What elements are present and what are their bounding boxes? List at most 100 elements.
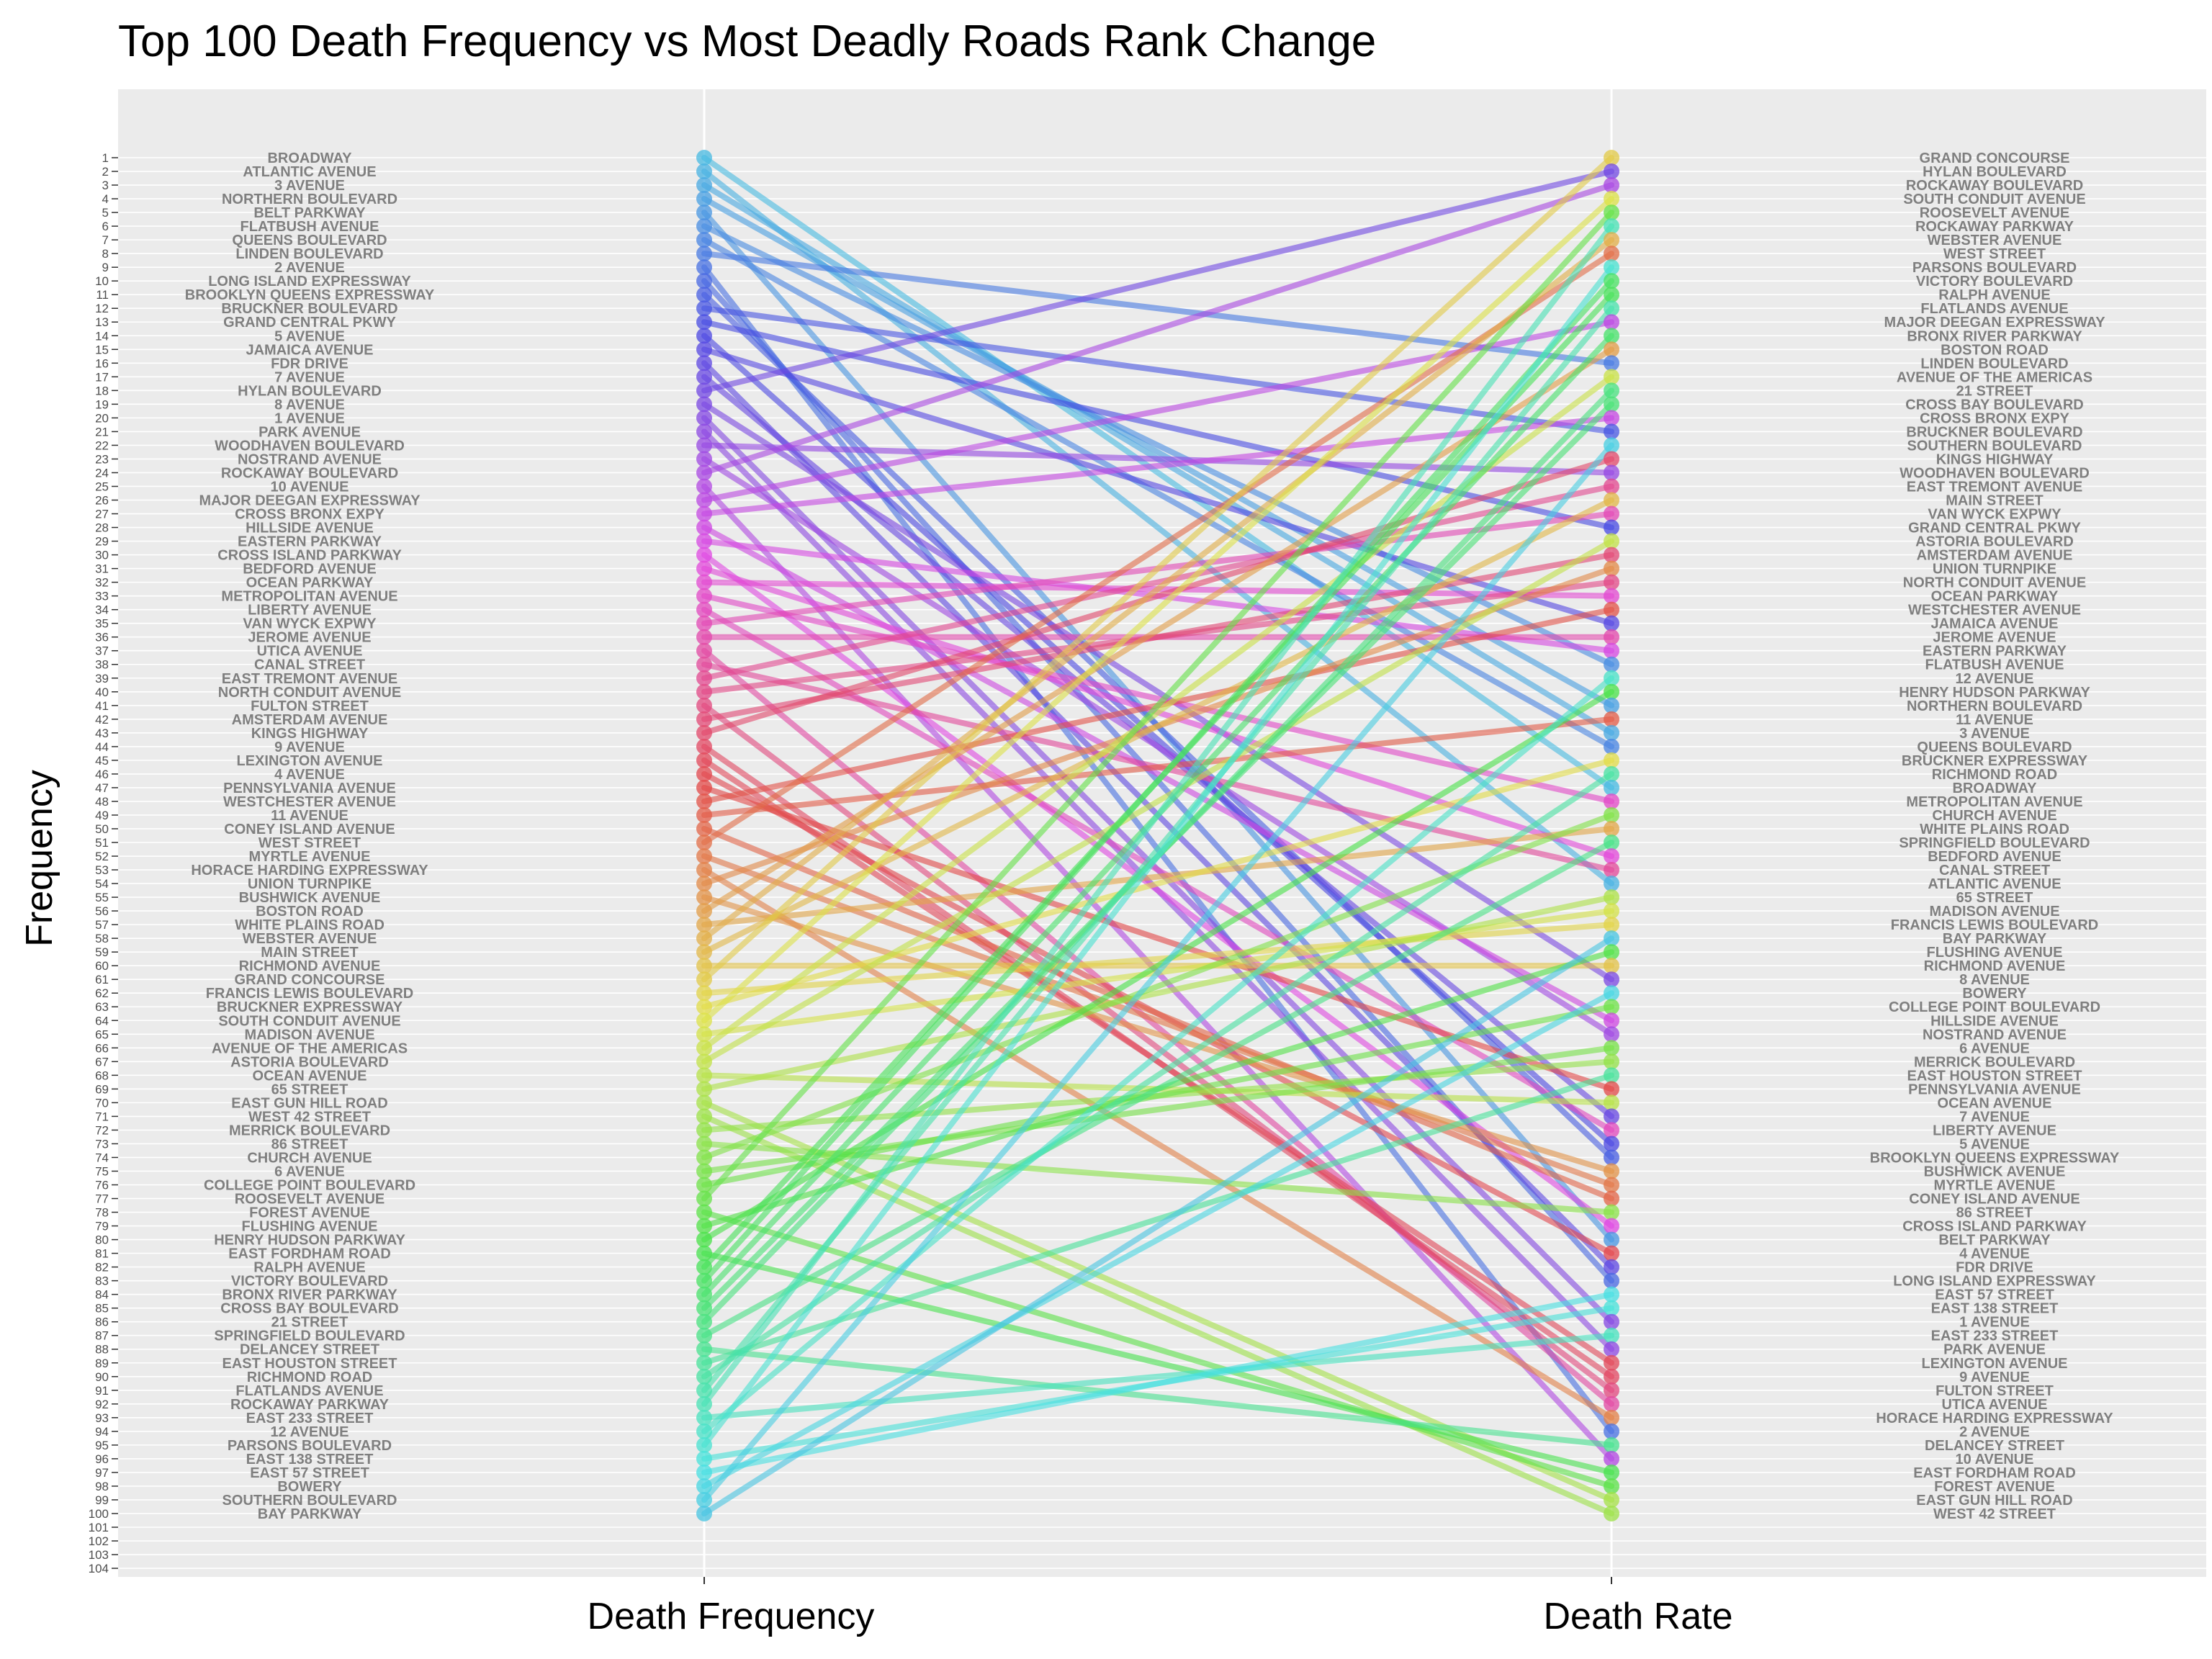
y-tick-label: 65 <box>95 1028 109 1041</box>
y-tick-label: 97 <box>95 1466 109 1480</box>
left-point <box>696 1354 712 1371</box>
y-tick-label: 47 <box>95 781 109 795</box>
right-road-label: FLATBUSH AVENUE <box>1925 657 2064 673</box>
right-point <box>1604 547 1619 563</box>
left-point <box>696 1464 712 1480</box>
left-road-label: MADISON AVENUE <box>244 1027 374 1043</box>
right-road-label: RICHMOND ROAD <box>1932 767 2057 783</box>
right-point <box>1604 1122 1619 1138</box>
right-road-label: ROCKAWAY PARKWAY <box>1915 219 2074 235</box>
right-point <box>1604 1491 1619 1508</box>
y-tick-label: 51 <box>95 836 109 850</box>
rank-line <box>701 552 1614 1229</box>
left-point <box>696 232 712 248</box>
y-tick-label: 30 <box>95 549 109 562</box>
left-point <box>696 1177 712 1193</box>
left-point <box>696 369 712 385</box>
left-point <box>696 1053 712 1070</box>
left-road-label: PARSONS BOULEVARD <box>228 1438 392 1454</box>
right-road-label: RICHMOND AVENUE <box>1924 958 2066 974</box>
left-road-label: CANAL STREET <box>254 657 365 673</box>
right-point <box>1604 246 1619 262</box>
left-point <box>696 560 712 577</box>
right-point <box>1604 1505 1619 1521</box>
rank-line <box>701 770 1614 1380</box>
y-tick-label: 68 <box>95 1069 109 1082</box>
rank-line <box>701 155 1614 791</box>
right-point <box>1604 848 1619 865</box>
left-point <box>696 1409 712 1426</box>
y-tick-label: 5 <box>102 206 109 220</box>
left-road-label: ATLANTIC AVENUE <box>243 164 376 180</box>
right-road-label: BRONX RIVER PARKWAY <box>1907 328 2082 344</box>
left-road-label: LEXINGTON AVENUE <box>237 753 383 769</box>
right-point <box>1604 478 1619 495</box>
y-tick-label: 56 <box>95 904 109 918</box>
y-tick-label: 22 <box>95 439 109 452</box>
left-point <box>696 903 712 920</box>
rank-line <box>701 552 1614 722</box>
right-point <box>1604 985 1619 1002</box>
left-road-label: EAST 233 STREET <box>246 1411 374 1426</box>
right-road-label: HORACE HARDING EXPRESSWAY <box>1876 1411 2113 1426</box>
left-road-label: BELT PARKWAY <box>253 205 366 221</box>
left-point <box>696 1149 712 1166</box>
left-point <box>696 519 712 536</box>
right-road-label: EAST HOUSTON STREET <box>1907 1068 2082 1084</box>
right-road-label: BOWERY <box>1962 986 2027 1002</box>
right-road-label: BUSHWICK AVENUE <box>1924 1164 2066 1179</box>
right-road-label: OCEAN PARKWAY <box>1931 589 2059 605</box>
right-point <box>1604 958 1619 974</box>
y-tick-label: 45 <box>95 754 109 768</box>
left-road-label: JEROME AVENUE <box>248 630 371 646</box>
left-point <box>696 505 712 522</box>
y-tick-label: 64 <box>95 1014 109 1028</box>
left-road-label: BOWERY <box>277 1479 342 1495</box>
right-point <box>1604 218 1619 235</box>
y-tick-label: 100 <box>89 1507 109 1521</box>
y-tick-label: 75 <box>95 1164 109 1178</box>
left-road-label: WEBSTER AVENUE <box>243 931 377 947</box>
right-road-label: ROOSEVELT AVENUE <box>1920 205 2070 221</box>
x-category-death-frequency: Death Frequency <box>588 1596 875 1637</box>
left-point <box>696 533 712 549</box>
left-road-label: LIBERTY AVENUE <box>248 603 372 619</box>
right-point <box>1604 574 1619 590</box>
rank-points <box>696 150 1619 1521</box>
rank-line <box>701 990 1614 1489</box>
right-road-label: SOUTHERN BOULEVARD <box>1907 438 2082 454</box>
left-road-label: WHITE PLAINS ROAD <box>235 917 385 933</box>
left-point <box>696 862 712 878</box>
right-point <box>1604 1300 1619 1316</box>
right-point <box>1604 1259 1619 1275</box>
left-point <box>696 793 712 809</box>
left-road-label: MYRTLE AVENUE <box>249 849 371 865</box>
left-point <box>696 656 712 673</box>
rank-line <box>701 675 1614 1434</box>
y-tick-label: 15 <box>95 343 109 356</box>
right-point <box>1604 1231 1619 1248</box>
left-point <box>696 1012 712 1029</box>
left-point <box>696 1341 712 1357</box>
right-road-label: FOREST AVENUE <box>1934 1479 2055 1495</box>
right-road-label: ROCKAWAY BOULEVARD <box>1906 178 2083 194</box>
rank-line <box>701 1250 1614 1475</box>
rank-line <box>701 757 1614 1366</box>
left-road-label: NOSTRAND AVENUE <box>238 451 382 467</box>
rank-line <box>701 237 1614 750</box>
right-road-label: WEBSTER AVENUE <box>1928 233 2062 248</box>
left-point <box>696 1286 712 1303</box>
left-road-label: OCEAN AVENUE <box>253 1068 367 1084</box>
left-road-label: RALPH AVENUE <box>253 1260 366 1276</box>
y-tick-label: 82 <box>95 1261 109 1274</box>
right-road-label: UTICA AVENUE <box>1941 1397 2047 1413</box>
left-point <box>696 670 712 686</box>
left-road-label: SOUTH CONDUIT AVENUE <box>218 1013 400 1029</box>
right-point <box>1604 738 1619 755</box>
right-point <box>1604 355 1619 372</box>
left-road-label: GRAND CENTRAL PKWY <box>223 315 396 331</box>
left-road-label: 86 STREET <box>271 1136 349 1152</box>
right-road-label: 21 STREET <box>1956 383 2033 399</box>
rank-line <box>701 415 1614 517</box>
